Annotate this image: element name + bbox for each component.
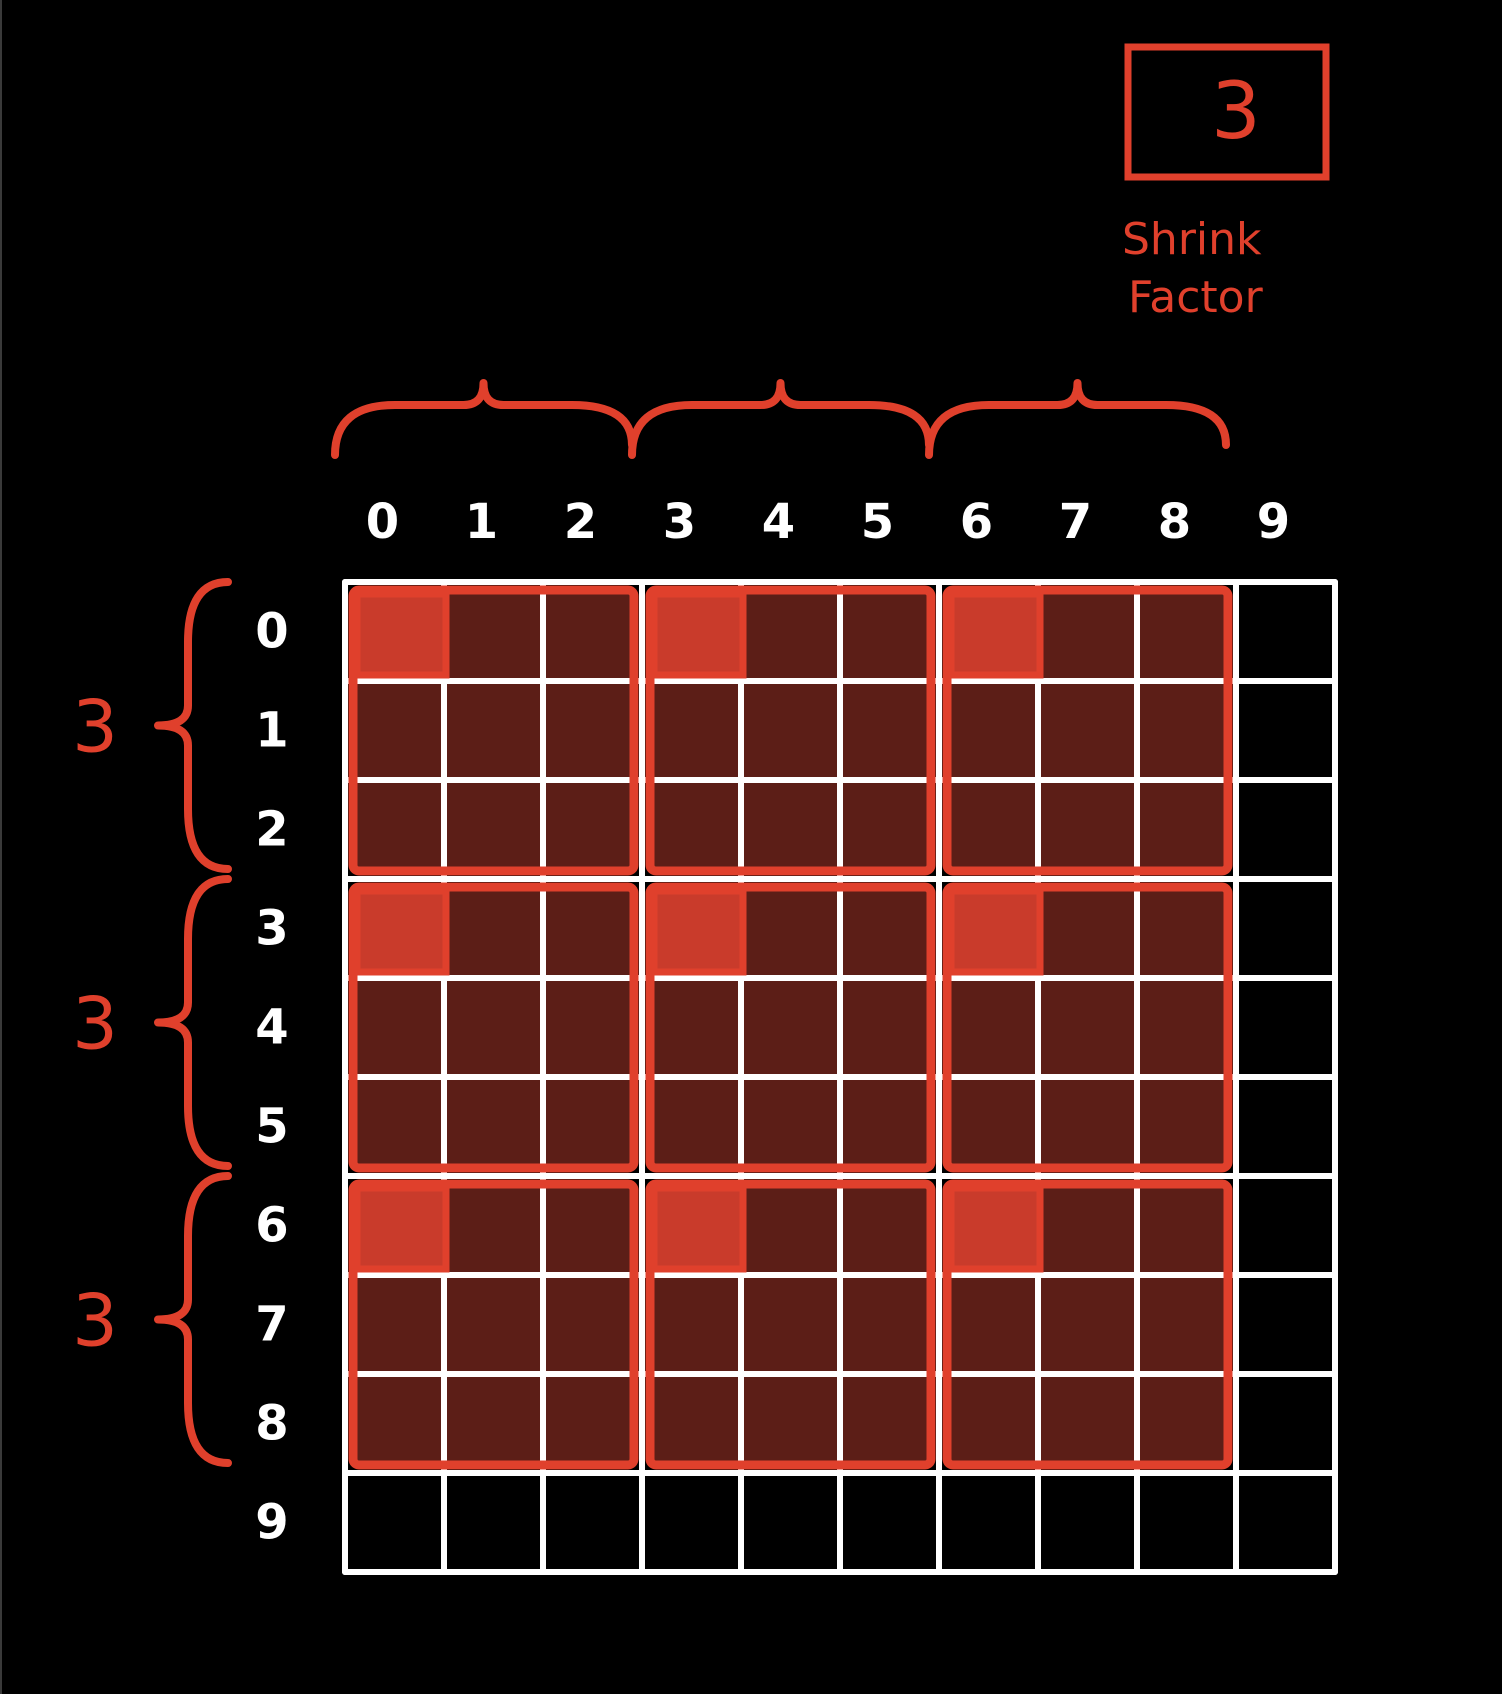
row-label: 2: [255, 802, 288, 858]
block-origin-cell: [357, 1188, 446, 1269]
row-group-brace: [154, 875, 232, 1170]
column-labels: 0 1 2 3 4 5 6 7 8 9: [366, 494, 1290, 550]
row-label: 6: [255, 1198, 288, 1254]
shrink-factor-frame: [1124, 43, 1330, 181]
grid: [342, 579, 1338, 1575]
row-labels: 0 1 2 3 4 5 6 7 8 9: [255, 604, 288, 1551]
row-group-brace: [154, 1172, 232, 1467]
shrink-factor-value: 3: [1211, 67, 1261, 157]
block-origin-cell: [357, 891, 446, 972]
column-group-brace: [628, 379, 933, 459]
column-label: 9: [1257, 494, 1290, 550]
block-origin-cell: [951, 891, 1040, 972]
block-outline: [645, 1179, 936, 1470]
block-outline: [348, 882, 639, 1173]
block-origin-cell: [654, 891, 743, 972]
row-label: 7: [255, 1297, 288, 1353]
pooling-blocks: [353, 590, 1228, 1465]
row-label: 4: [255, 1000, 288, 1056]
column-label: 8: [1158, 494, 1191, 550]
row-group-braces: 3 3 3: [72, 578, 232, 1467]
block-origin-cell: [357, 594, 446, 675]
block-outline: [942, 585, 1233, 876]
row-group-label: 3: [72, 982, 118, 1066]
shrink-factor-label-line1: Shrink: [1122, 214, 1262, 265]
block-outline: [348, 585, 639, 876]
column-label: 4: [762, 494, 795, 550]
column-label: 3: [663, 494, 696, 550]
block-origin-cell: [654, 1188, 743, 1269]
pooling-block-outlines: [348, 585, 1233, 1470]
column-group-brace: [925, 379, 1230, 459]
block-outline: [645, 585, 936, 876]
row-group-label: 3: [72, 1279, 118, 1363]
column-label: 6: [960, 494, 993, 550]
row-label: 1: [255, 703, 288, 759]
column-label: 7: [1059, 494, 1092, 550]
row-label: 9: [255, 1495, 288, 1551]
row-group-label: 3: [72, 685, 118, 769]
block-outline: [942, 882, 1233, 1173]
block-outline: [348, 1179, 639, 1470]
row-label: 3: [255, 901, 288, 957]
block-origin-cell: [951, 1188, 1040, 1269]
column-label: 0: [366, 494, 399, 550]
row-label: 0: [255, 604, 288, 660]
shrink-factor-box: 3 Shrink Factor: [1122, 43, 1330, 323]
column-group-braces: [331, 379, 1230, 459]
block-origin-cell: [951, 594, 1040, 675]
column-label: 1: [465, 494, 498, 550]
block-origin-cell: [654, 594, 743, 675]
block-outline: [645, 882, 936, 1173]
shrink-factor-label-line2: Factor: [1128, 272, 1264, 323]
row-label: 5: [255, 1099, 288, 1155]
row-label: 8: [255, 1396, 288, 1452]
column-label: 5: [861, 494, 894, 550]
block-outline: [942, 1179, 1233, 1470]
column-group-brace: [331, 379, 636, 459]
column-label: 2: [564, 494, 597, 550]
row-group-brace: [154, 578, 232, 873]
